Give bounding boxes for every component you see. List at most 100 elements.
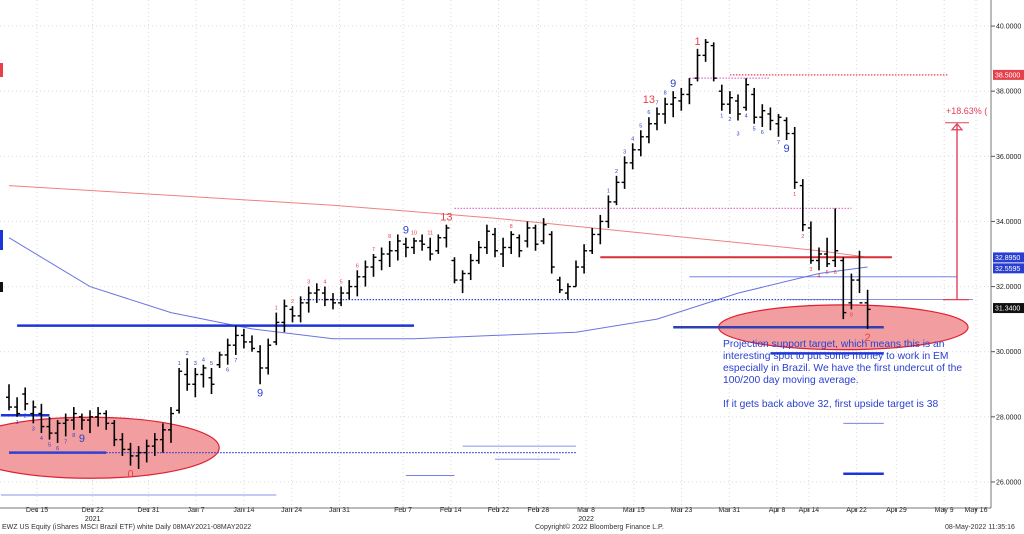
x-tick-label: Jan 24 — [281, 507, 302, 514]
left-edge-marker-black — [0, 282, 3, 292]
projection-arrow-head — [950, 122, 964, 131]
setup-count: 4 — [817, 273, 820, 279]
price-tag-label: 38.5000 — [995, 72, 1020, 79]
y-tick-label: 36.0000 — [996, 154, 1021, 161]
note-paragraph-1: Projection support target, which means t… — [723, 339, 963, 386]
setup-count: 8 — [72, 433, 75, 439]
setup-count: 1 — [16, 420, 19, 426]
setup-count: 3 — [32, 426, 35, 432]
x-tick-label: Apr 8 — [769, 507, 786, 514]
projection-pct-label: +18.63% ( — [946, 106, 987, 116]
setup-count: 2 — [865, 332, 871, 344]
setup-count: 6 — [647, 110, 650, 116]
y-tick-label: 30.0000 — [996, 349, 1021, 356]
setup-count: 1 — [607, 188, 610, 194]
x-tick-label: Jan 7 — [188, 507, 205, 514]
setup-count: 3 — [809, 267, 812, 273]
setup-count: 5 — [48, 443, 51, 449]
level-lines — [0, 74, 973, 496]
setup-count: 1 — [178, 361, 181, 367]
x-tick-label: Apr 14 — [799, 507, 820, 514]
setup-count: 5 — [639, 123, 642, 129]
setup-count: 7 — [372, 247, 375, 253]
y-tick-label: 34.0000 — [996, 219, 1021, 226]
setup-count: 9 — [257, 387, 263, 399]
footer-copyright: Copyright© 2022 Bloomberg Finance L.P. — [535, 524, 664, 531]
setup-count: 3 — [194, 361, 197, 367]
x-tick-label: Jan 14 — [233, 507, 254, 514]
setup-count: 13 — [440, 212, 452, 224]
y-tick-label: 40.0000 — [996, 24, 1021, 31]
setup-count: 2 — [186, 351, 189, 357]
setup-count: 1 — [275, 306, 278, 312]
price-tag-label: 31.3400 — [995, 306, 1020, 313]
x-tick-label: Feb 22 — [488, 507, 510, 514]
setup-count: 8 — [510, 224, 513, 230]
setup-count: 2 — [291, 299, 294, 305]
x-tick-label: Jan 31 — [329, 507, 350, 514]
annotation-note: Projection support target, which means t… — [723, 339, 975, 423]
setup-count: 1 — [793, 192, 796, 198]
setup-count: 4 — [40, 436, 43, 442]
setup-count: 7 — [234, 358, 237, 364]
setup-count: 6 — [761, 130, 764, 136]
setup-count: 5 — [210, 361, 213, 367]
price-tag — [993, 252, 1024, 263]
x-tick-label: Feb 7 — [394, 507, 412, 514]
x-tick-label: Dec 22 — [82, 507, 104, 514]
setup-count: 6 — [834, 270, 837, 276]
left-edge-marker-blue — [0, 230, 3, 250]
x-tick-label: Feb 14 — [440, 507, 462, 514]
x-tick-label: Dec 31 — [137, 507, 159, 514]
setup-count: 2 — [615, 169, 618, 175]
footer-timestamp: 08-May-2022 11:35:16 — [945, 524, 1015, 531]
setup-count: 1 — [720, 114, 723, 120]
x-tick-label: May 16 — [965, 507, 988, 514]
setup-count: 10 — [411, 231, 417, 237]
setup-count: 4 — [323, 280, 326, 286]
year-label: 2021 — [85, 516, 101, 523]
setup-count: 13 — [643, 94, 655, 106]
setup-count: 0 — [127, 469, 133, 481]
setup-count: 9 — [670, 78, 676, 90]
y-tick-label: 26.0000 — [996, 479, 1021, 486]
setup-count: 8 — [664, 91, 667, 97]
gridlines — [0, 0, 991, 508]
x-axis: Dec 15 Dec 22 Dec 31 Jan 7 Jan 14 Jan 24 Jan 3… — [0, 507, 991, 523]
y-tick-label: 38.0000 — [996, 89, 1021, 96]
price-tag-label: 32.5595 — [995, 266, 1020, 273]
setup-count: 7 — [777, 140, 780, 146]
annotations: +18.63% ( — [0, 63, 987, 301]
setup-count: 3 — [736, 131, 739, 137]
setup-count: 4 — [202, 358, 205, 364]
x-tick-label: Feb 28 — [527, 507, 549, 514]
y-tick-label: 28.0000 — [996, 414, 1021, 421]
setup-count: 6 — [226, 368, 229, 374]
setup-count: 5 — [340, 280, 343, 286]
x-tick-label: Mar 8 — [577, 507, 595, 514]
setup-count: 9 — [784, 143, 790, 155]
y-axis: 26.0000 28.0000 30.0000 32.0000 34.0000 36.00… — [990, 0, 1024, 508]
setup-count: 6 — [356, 263, 359, 269]
year-label: 2022 — [578, 516, 594, 523]
setup-count: 7 — [64, 439, 67, 445]
setup-count: 8 — [388, 234, 391, 240]
x-tick-label: Mar 23 — [671, 507, 693, 514]
setup-count: 9 — [79, 433, 85, 445]
x-tick-label: Dec 15 — [26, 507, 48, 514]
setup-count: 4 — [631, 136, 634, 142]
x-tick-label: Apr 22 — [846, 507, 867, 514]
setup-count: 4 — [745, 114, 748, 120]
setup-count: 3 — [307, 280, 310, 286]
y-tick-label: 32.0000 — [996, 284, 1021, 291]
x-tick-label: Mar 15 — [623, 507, 645, 514]
ohlc-bars — [6, 39, 871, 469]
x-tick-label: May 9 — [935, 507, 954, 514]
setup-count: 7 — [655, 100, 658, 106]
price-tag — [993, 303, 1024, 314]
setup-count: 3 — [623, 149, 626, 155]
setup-count: 5 — [826, 270, 829, 276]
setup-count: 9 — [403, 225, 409, 237]
x-tick-label: Apr 29 — [886, 507, 907, 514]
